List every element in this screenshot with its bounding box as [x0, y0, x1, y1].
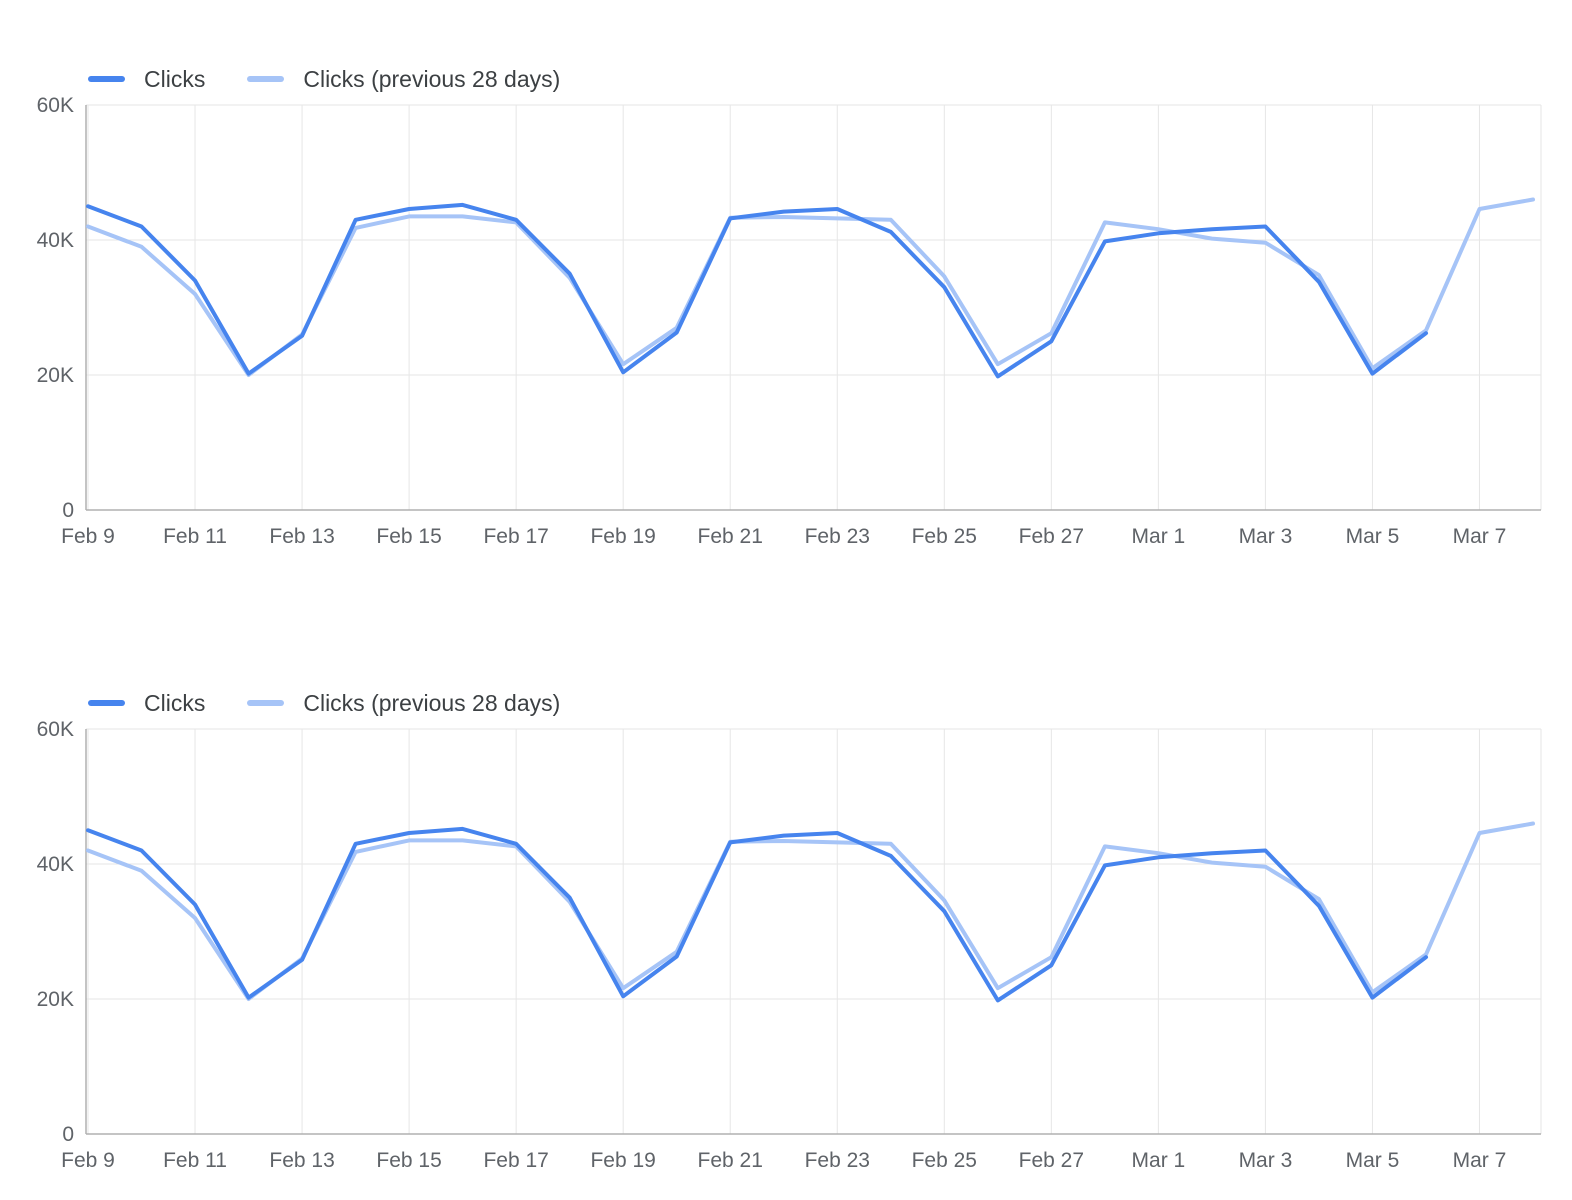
clicks-series-swatch: [88, 76, 125, 82]
svg-text:Feb 13: Feb 13: [269, 1149, 334, 1172]
legend-item-clicks-previous: Clicks (previous 28 days): [247, 687, 560, 719]
svg-text:Feb 23: Feb 23: [805, 525, 870, 548]
series-line-clicks: [86, 202, 1428, 379]
legend-label-clicks-previous: Clicks (previous 28 days): [303, 66, 561, 92]
clicks-line-chart: 0 20K 40K 60K Feb 9 Feb 11 Feb 13 Feb 15 Feb 17 F…: [0, 94, 1572, 565]
vertical-gridlines: [87, 105, 1542, 510]
svg-text:0: 0: [62, 1123, 74, 1146]
vertical-gridlines: [87, 729, 1542, 1134]
svg-text:Feb 25: Feb 25: [912, 525, 977, 548]
y-axis-tick-labels: 0 20K 40K 60K: [37, 718, 74, 1146]
svg-text:Feb 9: Feb 9: [61, 525, 115, 548]
svg-text:20K: 20K: [37, 988, 74, 1011]
svg-text:Feb 27: Feb 27: [1019, 525, 1084, 548]
x-axis-tick-labels: Feb 9 Feb 11 Feb 13 Feb 15 Feb 17 Feb 19 Feb 2…: [61, 1149, 1506, 1172]
svg-text:Feb 11: Feb 11: [163, 525, 227, 548]
svg-text:Mar 1: Mar 1: [1132, 525, 1186, 548]
legend-item-clicks: Clicks: [88, 63, 205, 95]
svg-text:Feb 15: Feb 15: [376, 1149, 441, 1172]
svg-text:Feb 19: Feb 19: [590, 1149, 655, 1172]
series-line-clicks-previous: [86, 821, 1535, 1001]
clicks-chart-section-top: Clicks Clicks (previous 28 days) 0 20K 40K…: [0, 0, 1572, 565]
y-axis-tick-labels: 0 20K 40K 60K: [37, 94, 74, 522]
clicks-previous-series-swatch: [247, 76, 285, 82]
clicks-previous-series-swatch: [247, 700, 285, 706]
svg-text:Mar 5: Mar 5: [1346, 1149, 1400, 1172]
svg-text:Feb 15: Feb 15: [376, 525, 441, 548]
svg-text:Feb 23: Feb 23: [805, 1149, 870, 1172]
svg-text:Mar 7: Mar 7: [1453, 525, 1507, 548]
svg-text:Mar 3: Mar 3: [1239, 1149, 1293, 1172]
axes: [85, 729, 1541, 1135]
axes: [85, 105, 1541, 511]
legend-item-clicks-previous: Clicks (previous 28 days): [247, 63, 560, 95]
series-line-clicks: [86, 826, 1428, 1003]
svg-text:Mar 5: Mar 5: [1346, 525, 1400, 548]
legend-label-clicks: Clicks: [144, 690, 206, 716]
svg-text:20K: 20K: [37, 364, 74, 387]
svg-text:Mar 1: Mar 1: [1132, 1149, 1186, 1172]
legend-label-clicks-previous: Clicks (previous 28 days): [303, 690, 561, 716]
series-line-clicks-previous: [86, 197, 1535, 377]
svg-text:60K: 60K: [37, 95, 74, 117]
svg-text:Feb 13: Feb 13: [269, 525, 334, 548]
svg-text:Feb 21: Feb 21: [698, 525, 763, 548]
horizontal-gridlines: [86, 728, 1541, 1000]
clicks-series-swatch: [88, 700, 125, 706]
legend-item-clicks: Clicks: [88, 687, 205, 719]
svg-text:60K: 60K: [37, 719, 74, 741]
horizontal-gridlines: [86, 104, 1541, 376]
svg-text:40K: 40K: [37, 853, 74, 876]
x-axis-tick-labels: Feb 9 Feb 11 Feb 13 Feb 15 Feb 17 Feb 19 Feb 2…: [61, 525, 1506, 548]
chart-legend: Clicks Clicks (previous 28 days): [88, 687, 1572, 719]
legend-label-clicks: Clicks: [144, 66, 206, 92]
chart-legend: Clicks Clicks (previous 28 days): [88, 63, 1572, 95]
svg-text:40K: 40K: [37, 229, 74, 252]
svg-text:Feb 17: Feb 17: [483, 525, 548, 548]
svg-text:Feb 21: Feb 21: [698, 1149, 763, 1172]
clicks-line-chart: 0 20K 40K 60K Feb 9 Feb 11 Feb 13 Feb 15 Feb 17 F…: [0, 718, 1572, 1189]
svg-text:Feb 9: Feb 9: [61, 1149, 115, 1172]
clicks-chart-section-bottom: Clicks Clicks (previous 28 days) 0 20K 40K…: [0, 565, 1572, 1189]
svg-text:Feb 11: Feb 11: [163, 1149, 227, 1172]
svg-text:Feb 17: Feb 17: [483, 1149, 548, 1172]
svg-text:Mar 3: Mar 3: [1239, 525, 1293, 548]
svg-text:0: 0: [62, 499, 74, 522]
svg-text:Feb 19: Feb 19: [590, 525, 655, 548]
svg-text:Mar 7: Mar 7: [1453, 1149, 1507, 1172]
svg-text:Feb 27: Feb 27: [1019, 1149, 1084, 1172]
svg-text:Feb 25: Feb 25: [912, 1149, 977, 1172]
